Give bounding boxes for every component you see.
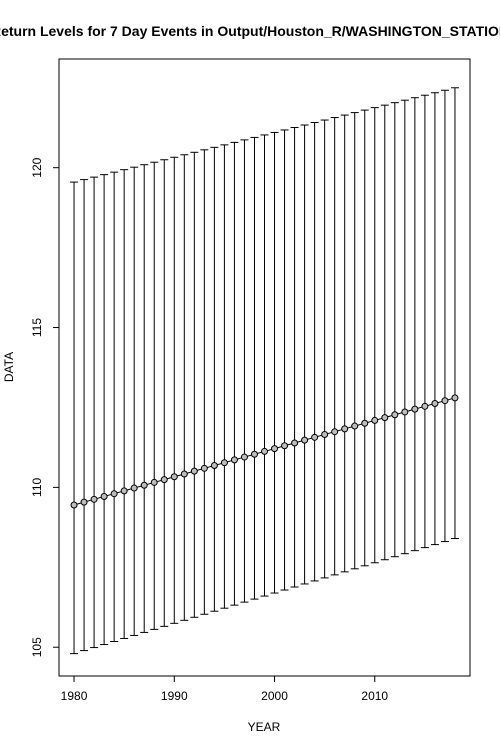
- y-axis: 105 110 115 120: [30, 157, 59, 657]
- data-point-2002: [292, 440, 298, 446]
- data-point-1991: [181, 471, 187, 477]
- x-tick-label-1980: 1980: [61, 689, 88, 703]
- y-tick-label-120: 120: [30, 157, 44, 177]
- data-point-1994: [211, 463, 217, 469]
- data-point-2000: [272, 446, 278, 452]
- data-point-1996: [231, 457, 237, 463]
- data-point-1993: [201, 465, 207, 471]
- data-point-2014: [412, 406, 418, 412]
- data-point-2008: [352, 423, 358, 429]
- chart-title: Return Levels for 7 Day Events in Output…: [0, 23, 500, 39]
- error-bars: [70, 88, 459, 654]
- data-point-2010: [372, 417, 378, 423]
- data-point-2009: [362, 420, 368, 426]
- data-point-1988: [151, 479, 157, 485]
- x-axis-label: YEAR: [248, 720, 281, 734]
- data-point-2013: [402, 409, 408, 415]
- data-point-2017: [442, 398, 448, 404]
- data-point-1982: [91, 496, 97, 502]
- data-point-2004: [312, 434, 318, 440]
- data-point-2015: [422, 403, 428, 409]
- data-point-1985: [121, 488, 127, 494]
- data-point-2006: [332, 429, 338, 435]
- data-point-2005: [322, 432, 328, 438]
- x-tick-label-2000: 2000: [261, 689, 288, 703]
- data-point-2012: [392, 412, 398, 418]
- y-tick-label-110: 110: [30, 477, 44, 496]
- data-point-1981: [81, 499, 87, 505]
- y-tick-label-105: 105: [30, 637, 44, 657]
- data-point-1998: [251, 451, 257, 457]
- data-point-1992: [191, 468, 197, 474]
- data-point-2011: [382, 415, 388, 421]
- data-point-1984: [111, 491, 117, 497]
- data-point-2016: [432, 401, 438, 407]
- data-point-1983: [101, 494, 107, 500]
- data-point-1995: [221, 460, 227, 466]
- data-point-2001: [282, 443, 288, 449]
- data-point-1986: [131, 485, 137, 491]
- data-point-2003: [302, 437, 308, 443]
- data-point-1990: [171, 474, 177, 480]
- x-tick-label-1990: 1990: [161, 689, 188, 703]
- data-point-1999: [262, 448, 268, 454]
- x-tick-label-2010: 2010: [361, 689, 388, 703]
- data-point-2007: [342, 426, 348, 432]
- data-point-1980: [71, 502, 77, 508]
- data-point-1987: [141, 482, 147, 488]
- data-point-1989: [161, 477, 167, 483]
- x-axis: 1980 1990 2000 2010: [61, 676, 389, 703]
- y-tick-label-115: 115: [30, 318, 44, 337]
- y-axis-label: DATA: [2, 352, 16, 382]
- data-point-2018: [452, 395, 458, 401]
- data-point-1997: [241, 454, 247, 460]
